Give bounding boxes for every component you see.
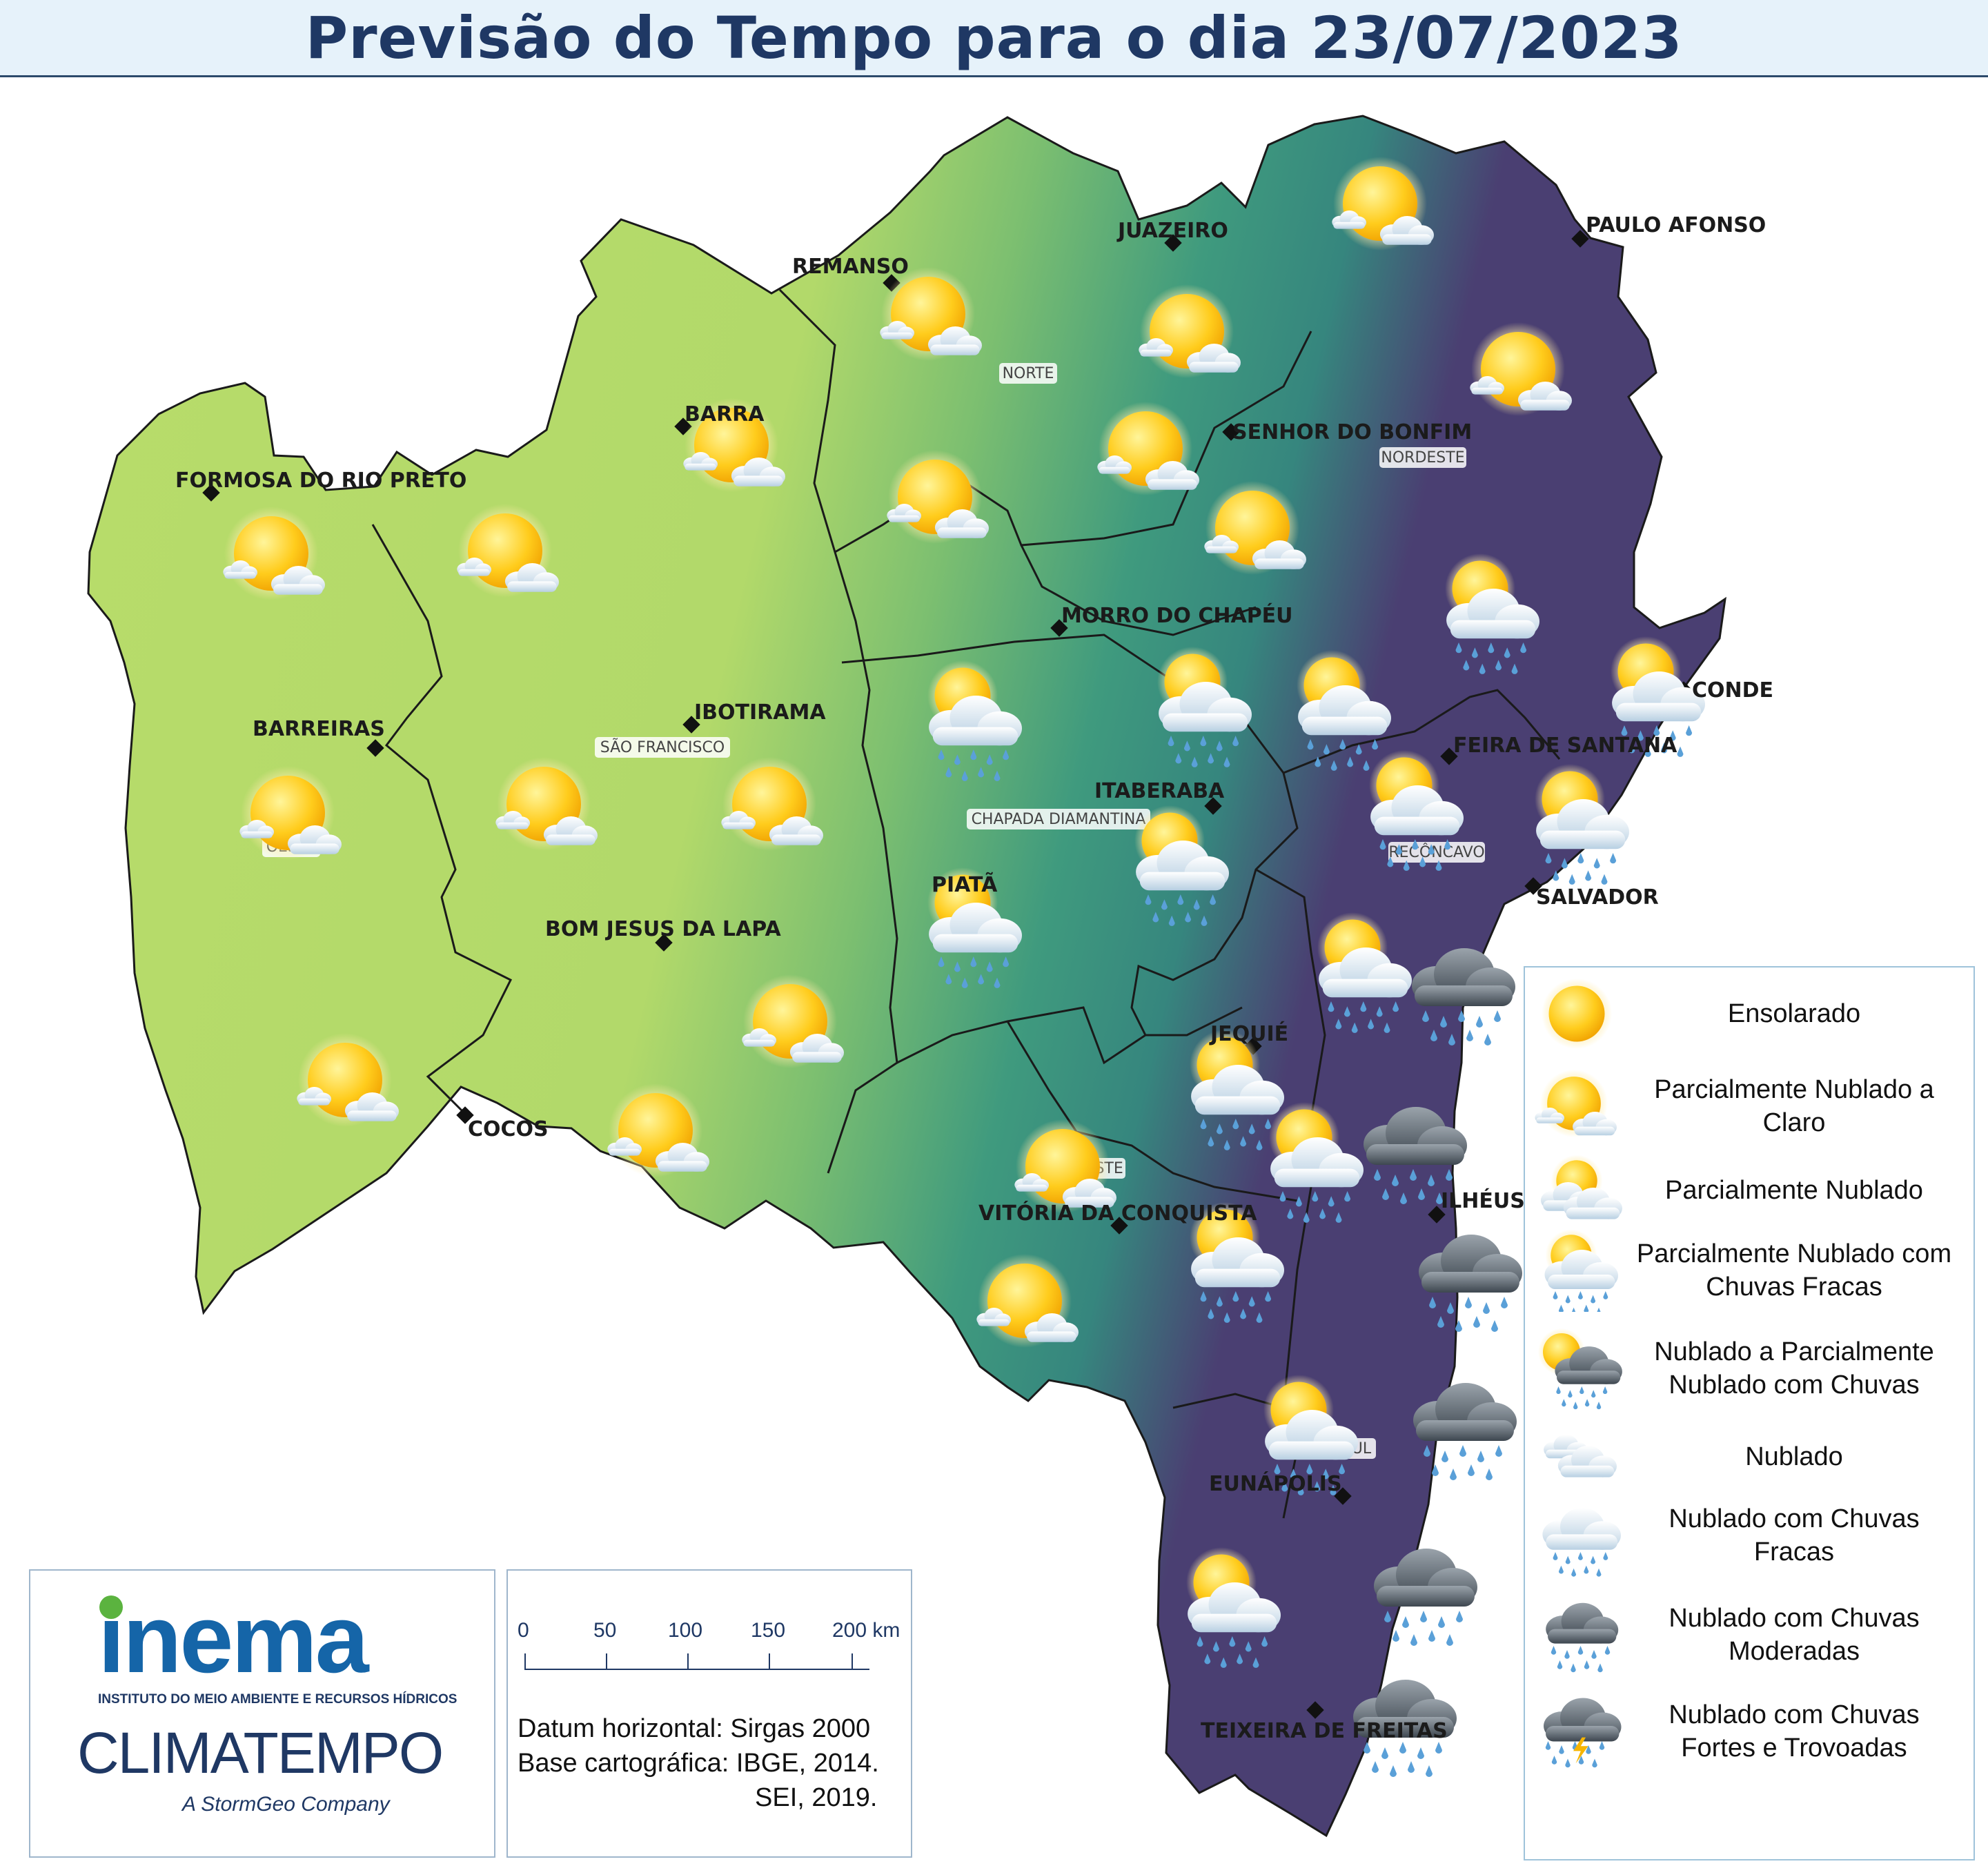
cloudy-partly-rain-icon — [1525, 1328, 1628, 1410]
scale-tick-label: 0 — [518, 1619, 529, 1642]
cloudy-moderate-rain-icon — [1525, 1597, 1628, 1673]
svg-text:NORTE: NORTE — [1003, 365, 1054, 382]
cloudy-heavy-rain-thunder-icon — [1525, 1693, 1628, 1769]
inema-logo-dot — [99, 1595, 123, 1619]
city-label: BARRA — [685, 402, 765, 426]
legend-item: Nublado a Parcialmente Nublado com Chuva… — [1525, 1328, 1974, 1410]
city-label: VITÓRIA DA CONQUISTA — [978, 1200, 1257, 1226]
legend-label: Nublado com Chuvas Moderadas — [1669, 1604, 1920, 1666]
region-label: NORDESTE — [1379, 447, 1466, 468]
legend-label: Nublado com Chuvas Fortes e Trovoadas — [1669, 1700, 1920, 1762]
region-label: NORTE — [999, 363, 1057, 384]
city-label: COCOS — [468, 1117, 549, 1141]
svg-text:NORDESTE: NORDESTE — [1381, 449, 1464, 466]
legend-label: Parcialmente Nublado a Claro — [1654, 1075, 1934, 1137]
legend-item: Nublado com Chuvas Fracas — [1525, 1497, 1974, 1577]
city-label: IBOTIRAMA — [694, 700, 826, 725]
city-label: JUAZEIRO — [1116, 219, 1228, 243]
scale-tick-label: 100 — [668, 1619, 703, 1642]
scale-tick — [852, 1653, 853, 1670]
legend-label: Nublado a Parcialmente Nublado com Chuva… — [1654, 1337, 1934, 1400]
region-label: CHAPADA DIAMANTINA — [967, 809, 1150, 829]
partly-cloudy-icon — [1525, 1152, 1628, 1228]
city-label: JEQUIÉ — [1209, 1021, 1288, 1046]
legend-label: Nublado com Chuvas Fracas — [1669, 1504, 1920, 1567]
city-label: FORMOSA DO RIO PRETO — [175, 469, 466, 493]
scale-tick — [687, 1653, 689, 1670]
datum-text: Datum horizontal: Sirgas 2000 — [518, 1714, 871, 1743]
legend-item: Nublado com Chuvas Fortes e Trovoadas — [1525, 1693, 1974, 1769]
page-title: Previsão do Tempo para o dia 23/07/2023 — [305, 3, 1683, 72]
climatempo-logo: CLIMATEMPO — [77, 1720, 444, 1785]
legend-item: Parcialmente Nublado com Chuvas Fracas — [1525, 1229, 1974, 1312]
region-label: SÃO FRANCISCO — [595, 737, 730, 758]
legend-label: Parcialmente Nublado — [1665, 1176, 1923, 1205]
legend: Ensolarado Parcialmente Nublado a Claro Pa… — [1524, 966, 1975, 1860]
cloudy-light-rain-icon — [1525, 1497, 1628, 1577]
scale-tick — [606, 1653, 607, 1670]
partly-cloudy-light-rain-icon — [1525, 1229, 1628, 1312]
city-label: BARREIRAS — [253, 717, 385, 741]
city-label: TEIXEIRA DE FREITAS — [1201, 1719, 1448, 1743]
partly-cloudy-clear-icon — [1525, 1068, 1628, 1144]
base-text: Base cartográfica: IBGE, 2014. — [518, 1749, 879, 1778]
city-label: PIATÃ — [932, 872, 998, 897]
city-labels: PAULO AFONSO JUAZEIRO REMANSO SENHOR DO BON… — [175, 213, 1773, 1743]
inema-logo: inema — [98, 1584, 369, 1693]
logo-box: inema INSTITUTO DO MEIO AMBIENTE E RECUR… — [29, 1569, 495, 1858]
legend-item: Nublado com Chuvas Moderadas — [1525, 1597, 1974, 1673]
city-label: EUNÁPOLIS — [1209, 1471, 1342, 1496]
scale-bar — [524, 1669, 869, 1670]
legend-item: Parcialmente Nublado a Claro — [1525, 1068, 1974, 1144]
legend-label: Ensolarado — [1727, 999, 1861, 1028]
base-text-2: SEI, 2019. — [755, 1783, 878, 1812]
svg-text:SÃO FRANCISCO: SÃO FRANCISCO — [600, 738, 725, 756]
legend-item: Nublado — [1525, 1419, 1974, 1495]
legend-label: Nublado — [1745, 1442, 1843, 1471]
sunny-icon — [1525, 976, 1628, 1052]
cloudy-icon — [1525, 1419, 1628, 1495]
scale-tick-label: 200 km — [832, 1619, 900, 1642]
region-label: RECÔNCAVO — [1388, 842, 1485, 863]
city-label: FEIRA DE SANTANA — [1453, 734, 1677, 758]
legend-item: Ensolarado — [1525, 976, 1974, 1052]
city-label: BOM JESUS DA LAPA — [545, 917, 781, 941]
city-label: SENHOR DO BONFIM — [1232, 420, 1472, 444]
scale-tick-label: 150 — [751, 1619, 786, 1642]
city-label: SALVADOR — [1536, 885, 1659, 910]
city-label: REMANSO — [792, 255, 909, 279]
city-label: ILHÉUS — [1441, 1188, 1525, 1213]
scale-box: 0 50 100 150 200 km Datum horizontal: Si… — [506, 1569, 912, 1858]
title-bar: Previsão do Tempo para o dia 23/07/2023 — [0, 0, 1988, 77]
svg-text:RECÔNCAVO: RECÔNCAVO — [1388, 843, 1484, 861]
scale-tick — [524, 1653, 526, 1670]
svg-text:CHAPADA DIAMANTINA: CHAPADA DIAMANTINA — [972, 811, 1146, 828]
legend-item: Parcialmente Nublado — [1525, 1152, 1974, 1228]
inema-subtitle: INSTITUTO DO MEIO AMBIENTE E RECURSOS HÍ… — [98, 1692, 457, 1707]
city-label: MORRO DO CHAPÉU — [1061, 603, 1293, 628]
city-label: CONDE — [1692, 678, 1773, 703]
city-label: PAULO AFONSO — [1586, 213, 1766, 237]
scale-tick-label: 50 — [593, 1619, 617, 1642]
scale-tick — [769, 1653, 770, 1670]
city-label: ITABERABA — [1094, 779, 1225, 803]
stormgeo-tagline: A StormGeo Company — [182, 1793, 390, 1816]
legend-label: Parcialmente Nublado com Chuvas Fracas — [1636, 1239, 1952, 1302]
